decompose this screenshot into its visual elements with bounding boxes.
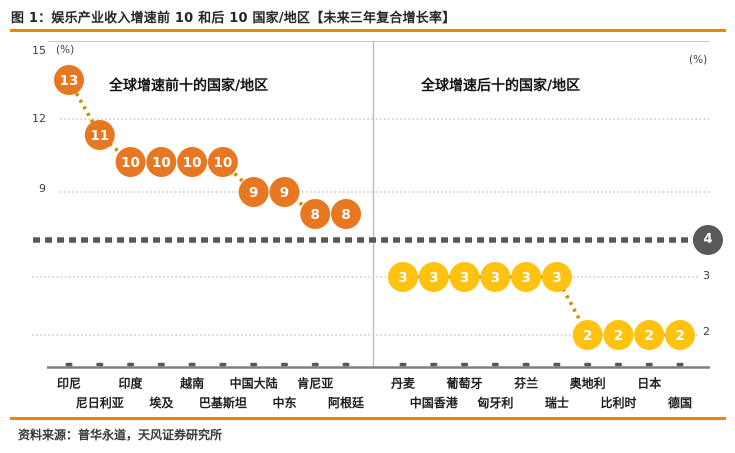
category-label: 尼日利亚 bbox=[76, 395, 124, 410]
category-label: 印度 bbox=[119, 376, 144, 391]
data-point-marker bbox=[572, 320, 603, 350]
category-label: 巴基斯坦 bbox=[199, 395, 247, 410]
category-label: 肯尼亚 bbox=[297, 376, 333, 391]
axis-tick bbox=[157, 362, 165, 367]
category-label: 奥地利 bbox=[570, 376, 606, 391]
figure-title: 图 1：娱乐产业收入增速前 10 和后 10 国家/地区【未来三年复合增长率】 bbox=[11, 11, 456, 26]
data-point-marker bbox=[115, 147, 146, 177]
data-point-marker bbox=[54, 65, 84, 95]
y-axis-tick-label: 15 bbox=[32, 44, 46, 57]
connector-line bbox=[67, 79, 347, 216]
right-axis-tick-label: 2 bbox=[703, 325, 710, 338]
data-point-value: 9 bbox=[249, 185, 258, 201]
data-point-value: 3 bbox=[398, 270, 407, 286]
data-point-value: 13 bbox=[60, 73, 79, 89]
data-point-marker bbox=[269, 177, 300, 207]
data-point-marker bbox=[603, 320, 634, 350]
data-point-value: 2 bbox=[614, 328, 623, 344]
source-note: 资料来源：普华永道，天风证券研究所 bbox=[18, 428, 223, 442]
data-point-value: 2 bbox=[583, 328, 592, 344]
category-label: 阿根廷 bbox=[328, 395, 365, 410]
axis-tick bbox=[645, 362, 653, 367]
data-point-marker bbox=[418, 262, 449, 292]
category-label: 埃及 bbox=[149, 395, 174, 410]
axis-tick bbox=[522, 362, 530, 367]
data-point-value: 11 bbox=[90, 128, 109, 144]
data-point-marker bbox=[480, 262, 511, 292]
axis-tick bbox=[399, 362, 407, 367]
axis-tick bbox=[553, 362, 561, 367]
title-rule bbox=[10, 29, 726, 32]
data-point-marker bbox=[388, 262, 418, 292]
category-label: 芬兰 bbox=[513, 376, 538, 391]
category-label: 葡萄牙 bbox=[446, 376, 483, 391]
axis-tick bbox=[65, 362, 73, 367]
data-point-marker bbox=[665, 320, 696, 350]
axis-tick bbox=[430, 362, 438, 367]
data-point-value: 9 bbox=[280, 185, 289, 201]
connector-line bbox=[403, 275, 681, 337]
axis-tick bbox=[342, 362, 350, 367]
axis-tick bbox=[491, 362, 499, 367]
category-label: 中东 bbox=[272, 395, 296, 410]
axis-tick bbox=[676, 362, 684, 367]
left-panel-header: 全球增速前十的国家/地区 bbox=[109, 78, 269, 94]
right-axis-tick-label: 3 bbox=[703, 269, 710, 282]
data-point-value: 3 bbox=[429, 270, 438, 286]
data-point-marker bbox=[300, 199, 331, 229]
category-label: 中国大陆 bbox=[230, 376, 278, 391]
data-point-marker bbox=[331, 199, 362, 229]
data-point-value: 8 bbox=[311, 207, 320, 223]
data-point-marker bbox=[238, 177, 269, 207]
data-point-marker bbox=[511, 262, 542, 292]
category-label: 日本 bbox=[637, 376, 661, 391]
axis-tick bbox=[250, 362, 258, 367]
category-label: 比利时 bbox=[600, 395, 636, 410]
category-label: 越南 bbox=[179, 376, 204, 391]
axis-tick bbox=[127, 362, 135, 367]
bottom-rule bbox=[10, 417, 726, 420]
data-point-marker bbox=[634, 320, 665, 350]
data-point-marker bbox=[541, 262, 572, 292]
y-axis-tick-label: 9 bbox=[39, 182, 46, 195]
category-label: 德国 bbox=[668, 395, 692, 410]
data-point-value: 3 bbox=[460, 270, 469, 286]
data-point-value: 3 bbox=[552, 270, 561, 286]
reference-line-badge: 4 bbox=[693, 225, 723, 255]
axis-tick bbox=[311, 362, 319, 367]
axis-tick bbox=[96, 362, 104, 367]
data-point-value: 8 bbox=[341, 207, 350, 223]
data-point-marker bbox=[146, 147, 177, 177]
data-point-value: 10 bbox=[183, 155, 202, 171]
axis-tick bbox=[188, 362, 196, 367]
right-axis-unit: (%) bbox=[689, 54, 708, 66]
data-point-marker bbox=[207, 147, 238, 177]
axis-tick bbox=[614, 362, 622, 367]
category-label: 中国香港 bbox=[410, 395, 459, 410]
data-point-marker bbox=[449, 262, 480, 292]
y-axis-tick-label: 12 bbox=[32, 112, 46, 125]
right-panel-header: 全球增速后十的国家/地区 bbox=[421, 78, 581, 94]
data-point-value: 3 bbox=[521, 270, 530, 286]
data-point-marker bbox=[177, 147, 208, 177]
data-point-value: 3 bbox=[491, 270, 500, 286]
y-axis-unit: (%) bbox=[56, 44, 75, 56]
axis-tick bbox=[280, 362, 288, 367]
data-point-value: 10 bbox=[152, 155, 171, 171]
axis-tick bbox=[461, 362, 469, 367]
data-point-marker bbox=[84, 120, 115, 150]
category-label: 丹麦 bbox=[391, 376, 416, 391]
data-point-value: 2 bbox=[675, 328, 684, 344]
data-point-value: 2 bbox=[645, 328, 654, 344]
category-label: 瑞士 bbox=[545, 395, 569, 410]
axis-tick bbox=[584, 362, 592, 367]
category-label: 匈牙利 bbox=[476, 395, 513, 410]
category-label: 印尼 bbox=[57, 377, 81, 391]
data-point-value: 10 bbox=[121, 155, 140, 171]
data-point-value: 10 bbox=[214, 155, 233, 171]
axis-tick bbox=[219, 362, 227, 367]
